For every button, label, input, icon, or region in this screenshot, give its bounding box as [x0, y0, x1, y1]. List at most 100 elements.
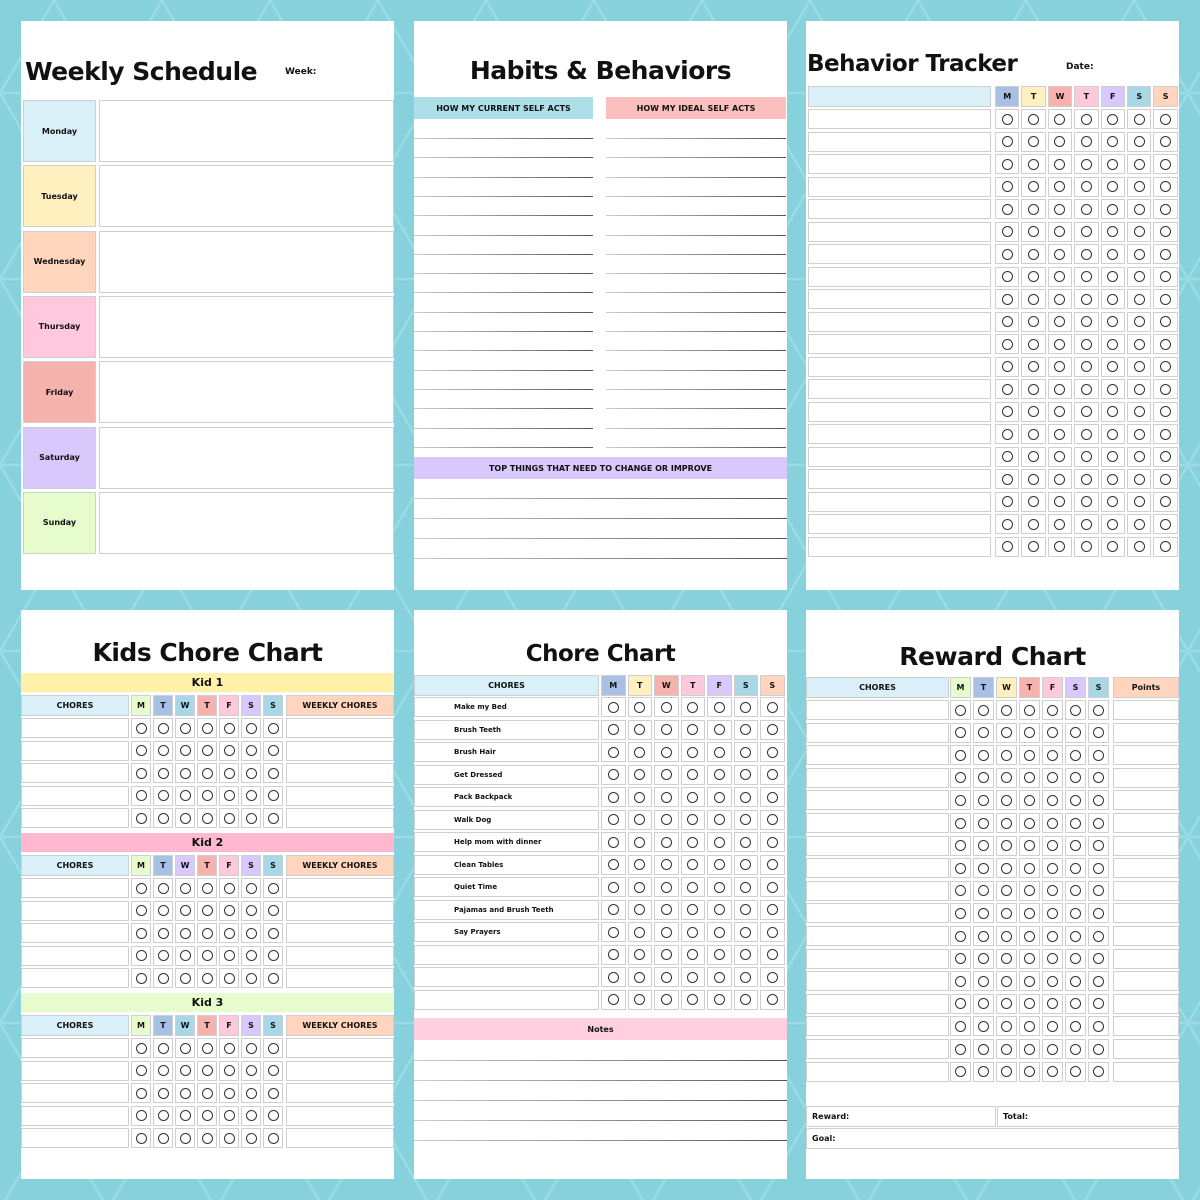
- day-checkbox[interactable]: [263, 1083, 283, 1104]
- day-checkbox[interactable]: [973, 926, 994, 946]
- day-checkbox[interactable]: [680, 899, 705, 920]
- day-checkbox[interactable]: [733, 742, 758, 762]
- day-checkbox[interactable]: [1074, 356, 1099, 377]
- day-checkbox[interactable]: [1065, 790, 1086, 811]
- weekly-chore-entry[interactable]: [286, 1038, 394, 1058]
- day-checkbox[interactable]: [131, 900, 151, 921]
- chore-entry[interactable]: [21, 718, 129, 738]
- day-checkbox[interactable]: [263, 923, 283, 944]
- day-checkbox[interactable]: [131, 740, 151, 761]
- weekly-chore-entry[interactable]: [286, 718, 394, 738]
- points-entry[interactable]: [1113, 880, 1179, 901]
- notes-line[interactable]: [414, 1060, 787, 1061]
- day-checkbox[interactable]: [1019, 1061, 1040, 1082]
- day-checkbox[interactable]: [1088, 835, 1109, 856]
- writing-line[interactable]: [606, 157, 786, 159]
- day-checkbox[interactable]: [1100, 176, 1125, 197]
- behavior-entry[interactable]: [808, 311, 991, 332]
- day-checkbox[interactable]: [1021, 356, 1046, 377]
- weekly-chore-entry[interactable]: [286, 1105, 394, 1126]
- day-checkbox[interactable]: [973, 813, 994, 833]
- day-checkbox[interactable]: [241, 878, 261, 898]
- day-checkbox[interactable]: [680, 854, 705, 875]
- day-checkbox[interactable]: [197, 878, 217, 898]
- day-checkbox[interactable]: [707, 719, 732, 740]
- writing-line[interactable]: [414, 234, 593, 236]
- day-checkbox[interactable]: [950, 971, 971, 992]
- day-checkbox[interactable]: [950, 948, 971, 969]
- day-checkbox[interactable]: [153, 900, 173, 921]
- day-checkbox[interactable]: [1021, 289, 1046, 309]
- day-checkbox[interactable]: [1100, 199, 1125, 219]
- day-checkbox[interactable]: [680, 697, 705, 717]
- day-checkbox[interactable]: [1088, 858, 1109, 879]
- day-checkbox[interactable]: [1047, 446, 1073, 467]
- behavior-entry[interactable]: [808, 221, 991, 242]
- day-checkbox[interactable]: [950, 790, 971, 811]
- day-checkbox[interactable]: [1019, 880, 1040, 901]
- behavior-entry[interactable]: [808, 154, 991, 174]
- day-checkbox[interactable]: [707, 967, 732, 987]
- day-checkbox[interactable]: [1042, 948, 1063, 969]
- day-entry-box[interactable]: [99, 100, 394, 162]
- chore-entry[interactable]: [21, 878, 129, 898]
- chore-item[interactable]: Get Dressed: [414, 764, 599, 785]
- day-checkbox[interactable]: [950, 722, 971, 743]
- day-checkbox[interactable]: [627, 764, 652, 785]
- day-checkbox[interactable]: [973, 835, 994, 856]
- day-checkbox[interactable]: [601, 742, 626, 762]
- day-checkbox[interactable]: [153, 740, 173, 761]
- weekly-chore-entry[interactable]: [286, 1083, 394, 1104]
- day-entry-box[interactable]: [99, 295, 394, 358]
- chore-entry[interactable]: [806, 1016, 949, 1037]
- day-checkbox[interactable]: [131, 1128, 151, 1149]
- day-checkbox[interactable]: [996, 835, 1017, 856]
- notes-line[interactable]: [414, 1120, 787, 1121]
- day-checkbox[interactable]: [1100, 289, 1125, 309]
- day-checkbox[interactable]: [1047, 469, 1073, 489]
- writing-line[interactable]: [414, 498, 787, 499]
- day-checkbox[interactable]: [680, 787, 705, 807]
- day-checkbox[interactable]: [996, 948, 1017, 969]
- day-checkbox[interactable]: [1088, 722, 1109, 743]
- day-checkbox[interactable]: [263, 900, 283, 921]
- day-checkbox[interactable]: [973, 993, 994, 1014]
- day-checkbox[interactable]: [1047, 154, 1073, 174]
- day-checkbox[interactable]: [760, 854, 785, 875]
- day-checkbox[interactable]: [1019, 1039, 1040, 1059]
- day-checkbox[interactable]: [1042, 903, 1063, 924]
- day-checkbox[interactable]: [995, 244, 1020, 264]
- day-checkbox[interactable]: [733, 809, 758, 830]
- day-checkbox[interactable]: [1074, 199, 1099, 219]
- day-checkbox[interactable]: [973, 745, 994, 766]
- day-checkbox[interactable]: [1153, 199, 1178, 219]
- points-entry[interactable]: [1113, 948, 1179, 969]
- day-checkbox[interactable]: [1074, 266, 1099, 287]
- day-checkbox[interactable]: [973, 1039, 994, 1059]
- day-checkbox[interactable]: [1127, 244, 1152, 264]
- day-checkbox[interactable]: [995, 289, 1020, 309]
- day-checkbox[interactable]: [263, 785, 283, 806]
- writing-line[interactable]: [414, 427, 593, 429]
- day-checkbox[interactable]: [707, 809, 732, 830]
- day-checkbox[interactable]: [219, 808, 239, 829]
- day-checkbox[interactable]: [1065, 835, 1086, 856]
- day-checkbox[interactable]: [241, 923, 261, 944]
- day-checkbox[interactable]: [950, 926, 971, 946]
- day-checkbox[interactable]: [1074, 221, 1099, 242]
- day-checkbox[interactable]: [1042, 813, 1063, 833]
- writing-line[interactable]: [606, 408, 786, 410]
- day-checkbox[interactable]: [601, 989, 626, 1010]
- day-checkbox[interactable]: [1021, 334, 1046, 354]
- day-checkbox[interactable]: [1042, 790, 1063, 811]
- day-checkbox[interactable]: [996, 813, 1017, 833]
- day-checkbox[interactable]: [1100, 446, 1125, 467]
- day-checkbox[interactable]: [1127, 334, 1152, 354]
- day-checkbox[interactable]: [1088, 790, 1109, 811]
- day-checkbox[interactable]: [1047, 334, 1073, 354]
- day-checkbox[interactable]: [707, 989, 732, 1010]
- chore-entry[interactable]: [21, 1128, 129, 1149]
- day-checkbox[interactable]: [760, 989, 785, 1010]
- day-checkbox[interactable]: [175, 945, 195, 966]
- day-checkbox[interactable]: [1153, 289, 1178, 309]
